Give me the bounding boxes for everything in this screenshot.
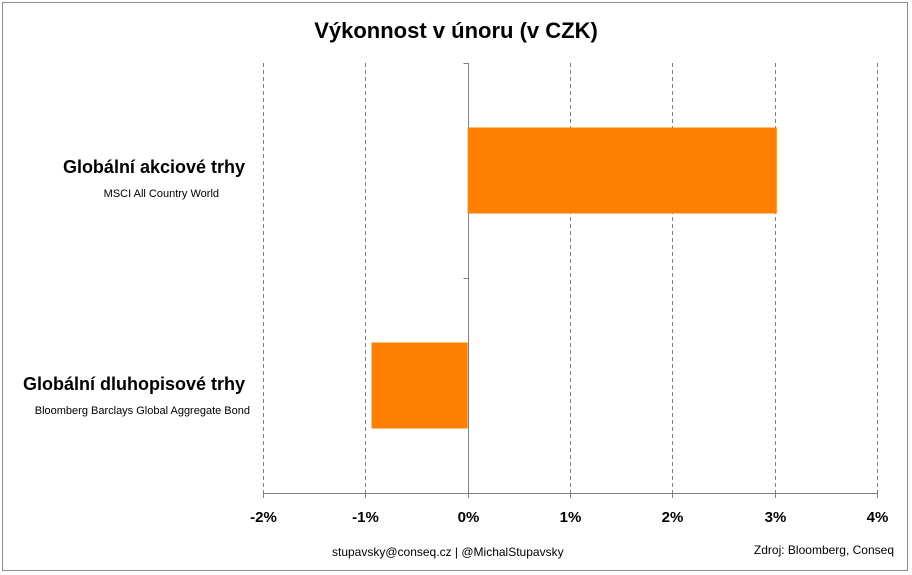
- category-name: Globální dluhopisové trhy: [22, 374, 245, 394]
- x-tick-label: 2%: [662, 509, 684, 526]
- footer-source: Zdroj: Bloomberg, Conseq: [753, 543, 894, 557]
- chart-title: Výkonnost v únoru (v CZK): [314, 18, 598, 43]
- x-tick-label: -1%: [352, 509, 379, 526]
- x-tick-label: 4%: [867, 509, 889, 526]
- x-tick-label: 1%: [560, 509, 582, 526]
- category-name: Globální akciové trhy: [62, 157, 245, 177]
- category-label-equities: Globální akciové trhy MSCI All Country W…: [63, 157, 245, 200]
- category-label-bonds: Globální dluhopisové trhy Bloomberg Barc…: [22, 374, 250, 417]
- x-tick-label: 0%: [458, 509, 480, 526]
- x-tick-label: -2%: [250, 509, 277, 526]
- footer-contact: stupavsky@conseq.cz | @MichalStupavsky: [332, 545, 564, 559]
- bar: [467, 127, 777, 214]
- category-index-name: MSCI All Country World: [103, 188, 219, 200]
- category-index-name: Bloomberg Barclays Global Aggregate Bond: [34, 405, 250, 417]
- x-tick-label: 3%: [765, 509, 787, 526]
- bar: [371, 342, 468, 429]
